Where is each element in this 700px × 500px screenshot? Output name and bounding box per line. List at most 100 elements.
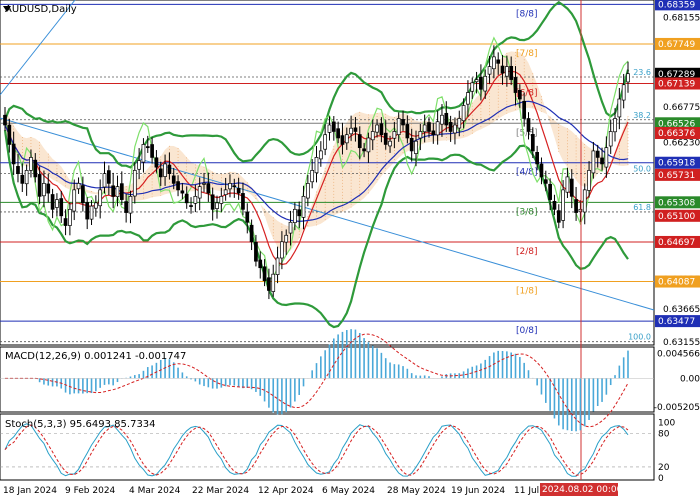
- price-label-text: 0.65308: [658, 198, 695, 208]
- bear-candle: [574, 199, 578, 213]
- bear-candle: [600, 157, 604, 165]
- bear-candle: [232, 185, 237, 188]
- bull-candle: [284, 234, 289, 243]
- bull-candle: [388, 140, 392, 147]
- bull-candle: [219, 195, 224, 204]
- collapse-arrow-icon[interactable]: [3, 6, 11, 12]
- price-label-text: 0.65100: [658, 212, 695, 222]
- price-label-box: [655, 196, 700, 209]
- bear-candle: [167, 164, 172, 174]
- bear-candle: [145, 146, 150, 149]
- time-axis-label: 6 May 2024: [322, 486, 375, 496]
- bear-candle: [297, 209, 302, 217]
- murrey-label: [3/8]: [516, 207, 538, 217]
- bear-candle: [236, 188, 241, 194]
- price-label-box: [655, 275, 700, 288]
- bull-candle: [578, 208, 583, 213]
- bull-candle: [349, 127, 353, 135]
- price-label-box: [655, 127, 700, 140]
- event-time-label-box: [540, 483, 618, 496]
- bear-candle: [552, 200, 557, 210]
- bear-candle: [535, 152, 539, 165]
- bull-candle: [392, 131, 397, 139]
- macd-tick-label: -0.005205: [654, 403, 700, 413]
- macd-title: MACD(12,26,9) 0.001241 -0.001747: [5, 351, 186, 362]
- bull-candle: [327, 124, 332, 133]
- bull-candle: [193, 195, 198, 204]
- bull-candle: [418, 131, 423, 139]
- bear-candle: [427, 122, 431, 132]
- bull-candle: [314, 157, 319, 174]
- bull-candle: [305, 183, 310, 199]
- bear-candle: [63, 218, 68, 226]
- bull-candle: [288, 221, 293, 234]
- bull-candle: [102, 173, 107, 188]
- bull-candle: [474, 79, 479, 83]
- bear-candle: [85, 202, 90, 220]
- bear-candle: [479, 76, 483, 90]
- bear-candle: [154, 157, 159, 168]
- bull-candle: [396, 118, 401, 136]
- time-axis-label: 19 Jun 2024: [451, 486, 505, 496]
- bull-candle: [453, 124, 457, 134]
- bull-candle: [344, 134, 349, 144]
- bear-candle: [513, 77, 518, 93]
- bear-candle: [119, 183, 124, 200]
- price-label-box: [655, 156, 700, 169]
- envelope-line: [4, 36, 629, 280]
- bull-candle: [470, 82, 475, 92]
- time-axis-label: 22 Mar 2024: [192, 486, 249, 496]
- bull-candle: [76, 183, 81, 190]
- time-axis-label: 28 May 2024: [387, 486, 446, 496]
- bull-candle: [414, 140, 418, 154]
- stochastic-title: Stoch(5,3,3) 95.6493 85.7334: [5, 419, 156, 430]
- murrey-label: [2/8]: [516, 247, 538, 257]
- time-axis-label: 18 Jan 2024: [3, 486, 57, 496]
- envelope-indicator: [4, 36, 629, 280]
- macd-tick-label: 0.004566: [657, 349, 700, 359]
- bear-candle: [556, 210, 561, 223]
- stoch-d-line: [4, 424, 629, 476]
- bear-candle: [448, 122, 453, 132]
- price-label-text: 0.67139: [658, 80, 695, 90]
- bear-candle: [11, 143, 16, 165]
- bear-candle: [184, 193, 189, 204]
- bull-candle: [24, 170, 29, 185]
- bull-candle: [163, 163, 167, 177]
- bear-candle: [33, 159, 38, 178]
- bull-candle: [202, 183, 206, 185]
- bull-candle: [457, 118, 462, 129]
- murrey-label: [8/8]: [516, 9, 538, 19]
- bull-candle: [591, 150, 596, 174]
- bear-candle: [111, 185, 116, 197]
- bull-candle: [505, 66, 509, 77]
- price-label-box: [655, 168, 700, 181]
- price-axis: 0.681550.667750.662300.641250.636650.631…: [655, 0, 700, 348]
- price-label-box: [655, 67, 700, 80]
- bull-candle: [617, 98, 622, 118]
- descending-trendline: [0, 117, 655, 311]
- bull-candle: [435, 121, 440, 136]
- candlestick-series: [3, 45, 630, 300]
- bull-candle: [366, 137, 371, 153]
- murrey-label: [1/8]: [516, 287, 538, 297]
- bear-candle: [46, 183, 51, 194]
- chart-title: AUDUSD,Daily: [5, 4, 77, 15]
- macd-indicator: 0.004566 0.00 -0.005205: [0, 329, 700, 432]
- fib-label: 38.2: [633, 111, 651, 120]
- murrey-label: [7/8]: [516, 49, 538, 59]
- murrey-label: [4/8]: [516, 168, 538, 178]
- stoch-k-line: [4, 423, 629, 477]
- bear-candle: [7, 124, 12, 145]
- bull-candle: [42, 183, 46, 197]
- macd-signal-line: [5, 333, 629, 428]
- bull-candle: [492, 56, 496, 70]
- bear-candle: [158, 168, 163, 178]
- bear-candle: [50, 194, 55, 210]
- bear-candle: [210, 194, 215, 210]
- bear-candle: [37, 174, 42, 197]
- bull-candle: [626, 73, 630, 83]
- bear-candle: [431, 130, 436, 136]
- price-tick-label: 0.63155: [663, 338, 700, 348]
- bull-candle: [68, 208, 72, 226]
